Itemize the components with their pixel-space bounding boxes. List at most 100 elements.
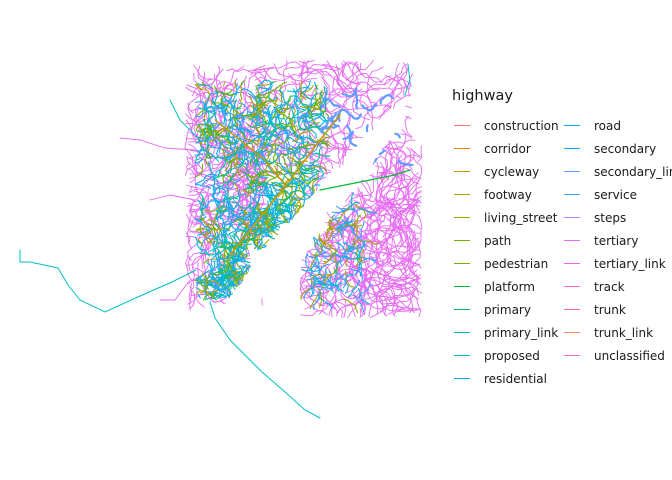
service-segment xyxy=(236,195,252,212)
tertiary-segment xyxy=(187,102,194,114)
service-segment xyxy=(344,274,349,294)
tertiary-segment xyxy=(261,143,293,174)
tertiary-segment xyxy=(300,310,328,317)
tertiary-segment xyxy=(258,89,278,127)
legend-item-pedestrian: pedestrian xyxy=(452,252,548,275)
tertiary-segment xyxy=(193,65,212,80)
primary_link-segment xyxy=(200,193,205,217)
legend: highway construction corridor cycleway foot… xyxy=(452,88,672,390)
footway-segment xyxy=(329,217,334,233)
legend-label: unclassified xyxy=(594,348,665,363)
footway-segment xyxy=(260,218,276,235)
primary-segment xyxy=(319,169,411,191)
path-segment xyxy=(314,84,321,109)
service-segment xyxy=(373,157,378,163)
path-segment xyxy=(197,123,219,133)
path-segment xyxy=(195,279,209,290)
service-segment xyxy=(225,161,245,176)
footway-segment xyxy=(226,253,247,264)
residential-segment xyxy=(205,105,230,113)
tertiary-segment xyxy=(298,61,309,75)
service-segment xyxy=(330,111,340,128)
footway-segment xyxy=(292,129,313,142)
path-segment xyxy=(205,144,211,167)
legend-key-line xyxy=(562,275,582,298)
tertiary-segment xyxy=(405,116,412,120)
road-segment xyxy=(314,81,319,91)
legend-label: cycleway xyxy=(484,164,540,179)
residential-segment xyxy=(291,101,296,125)
legend-label: tertiary_link xyxy=(594,256,666,271)
road-segment xyxy=(319,96,327,119)
legend-label: residential xyxy=(484,371,547,386)
footway-segment xyxy=(211,207,227,226)
legend-item-cycleway: cycleway xyxy=(452,160,539,183)
footway-segment xyxy=(284,177,304,187)
legend-key-line xyxy=(452,367,472,390)
tertiary-segment xyxy=(256,164,262,171)
legend-label: trunk xyxy=(594,302,626,317)
service-segment xyxy=(200,235,215,253)
legend-item-secondary-link: secondary_link xyxy=(562,160,672,183)
legend-item-primary-link: primary_link xyxy=(452,321,558,344)
footway-segment xyxy=(297,204,302,208)
tertiary-segment xyxy=(298,64,361,85)
tertiary-segment xyxy=(384,141,407,151)
legend-key-line xyxy=(452,206,472,229)
residential-segment xyxy=(318,119,330,128)
tertiary-segment xyxy=(331,87,395,99)
tertiary-segment xyxy=(378,214,413,263)
primary_link-segment xyxy=(278,189,299,201)
road-segment xyxy=(262,183,279,197)
path-segment xyxy=(258,170,283,174)
footway-segment xyxy=(211,289,220,299)
service-segment xyxy=(223,111,246,121)
tertiary-segment xyxy=(185,162,191,168)
path-segment xyxy=(252,142,267,163)
residential-segment xyxy=(215,206,232,221)
road-segment xyxy=(194,218,209,229)
tertiary-segment xyxy=(401,228,420,251)
primary_link-segment xyxy=(298,116,313,131)
footway-segment xyxy=(195,227,209,235)
tertiary-segment xyxy=(384,308,386,316)
tertiary-segment xyxy=(378,230,421,264)
tertiary-segment xyxy=(378,172,410,226)
tertiary-segment xyxy=(378,156,394,212)
residential-segment xyxy=(301,120,317,139)
residential-segment xyxy=(204,92,215,113)
primary_link-segment xyxy=(212,233,226,253)
service-segment xyxy=(352,232,368,247)
tertiary-segment xyxy=(409,211,422,215)
service-segment xyxy=(284,203,297,220)
service-segment xyxy=(260,182,285,191)
path-segment xyxy=(224,260,237,281)
legend-label: primary_link xyxy=(484,325,559,340)
path-segment xyxy=(306,142,330,147)
service-segment xyxy=(378,149,386,156)
legend-item-proposed: proposed xyxy=(452,344,540,367)
residential-segment xyxy=(215,201,231,214)
primary_link-segment xyxy=(217,268,237,282)
tertiary-segment xyxy=(381,251,421,280)
tertiary-segment xyxy=(405,105,413,109)
tertiary-segment xyxy=(376,226,402,287)
tertiary-segment xyxy=(301,59,315,85)
tertiary-segment xyxy=(261,298,263,306)
service-segment xyxy=(258,132,267,155)
service-segment xyxy=(227,82,239,105)
legend-key-line xyxy=(562,344,582,367)
tertiary-segment xyxy=(414,278,420,284)
road-segment xyxy=(197,294,201,299)
primary_link-segment xyxy=(239,150,257,169)
residential-segment xyxy=(194,236,201,244)
legend-item-platform: platform xyxy=(452,275,535,298)
footway-segment xyxy=(274,95,286,114)
tertiary-segment xyxy=(320,238,362,283)
residential-segment xyxy=(216,250,223,274)
residential-segment xyxy=(255,152,277,164)
footway-segment xyxy=(311,171,318,195)
tertiary-segment xyxy=(359,76,408,107)
tertiary-segment xyxy=(326,179,372,225)
service-segment xyxy=(195,136,209,146)
